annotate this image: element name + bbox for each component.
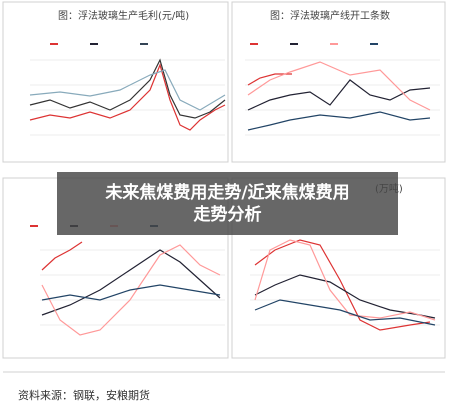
panel-frame	[2, 1, 229, 163]
panel-title: 图：浮法玻璃生产毛利(元/吨)	[58, 11, 190, 22]
headline: 未来焦煤费用走势/近来焦煤费用走势分析	[105, 182, 350, 225]
panel-title: 图：浮法玻璃产线开工条数	[270, 11, 390, 22]
decorative-lines	[29, 58, 436, 336]
headline-box: 未来焦煤费用走势/近来焦煤费用走势分析	[57, 172, 398, 235]
panel-frame	[231, 1, 446, 163]
source-note: 资料来源：钢联，安粮期货	[18, 389, 150, 402]
